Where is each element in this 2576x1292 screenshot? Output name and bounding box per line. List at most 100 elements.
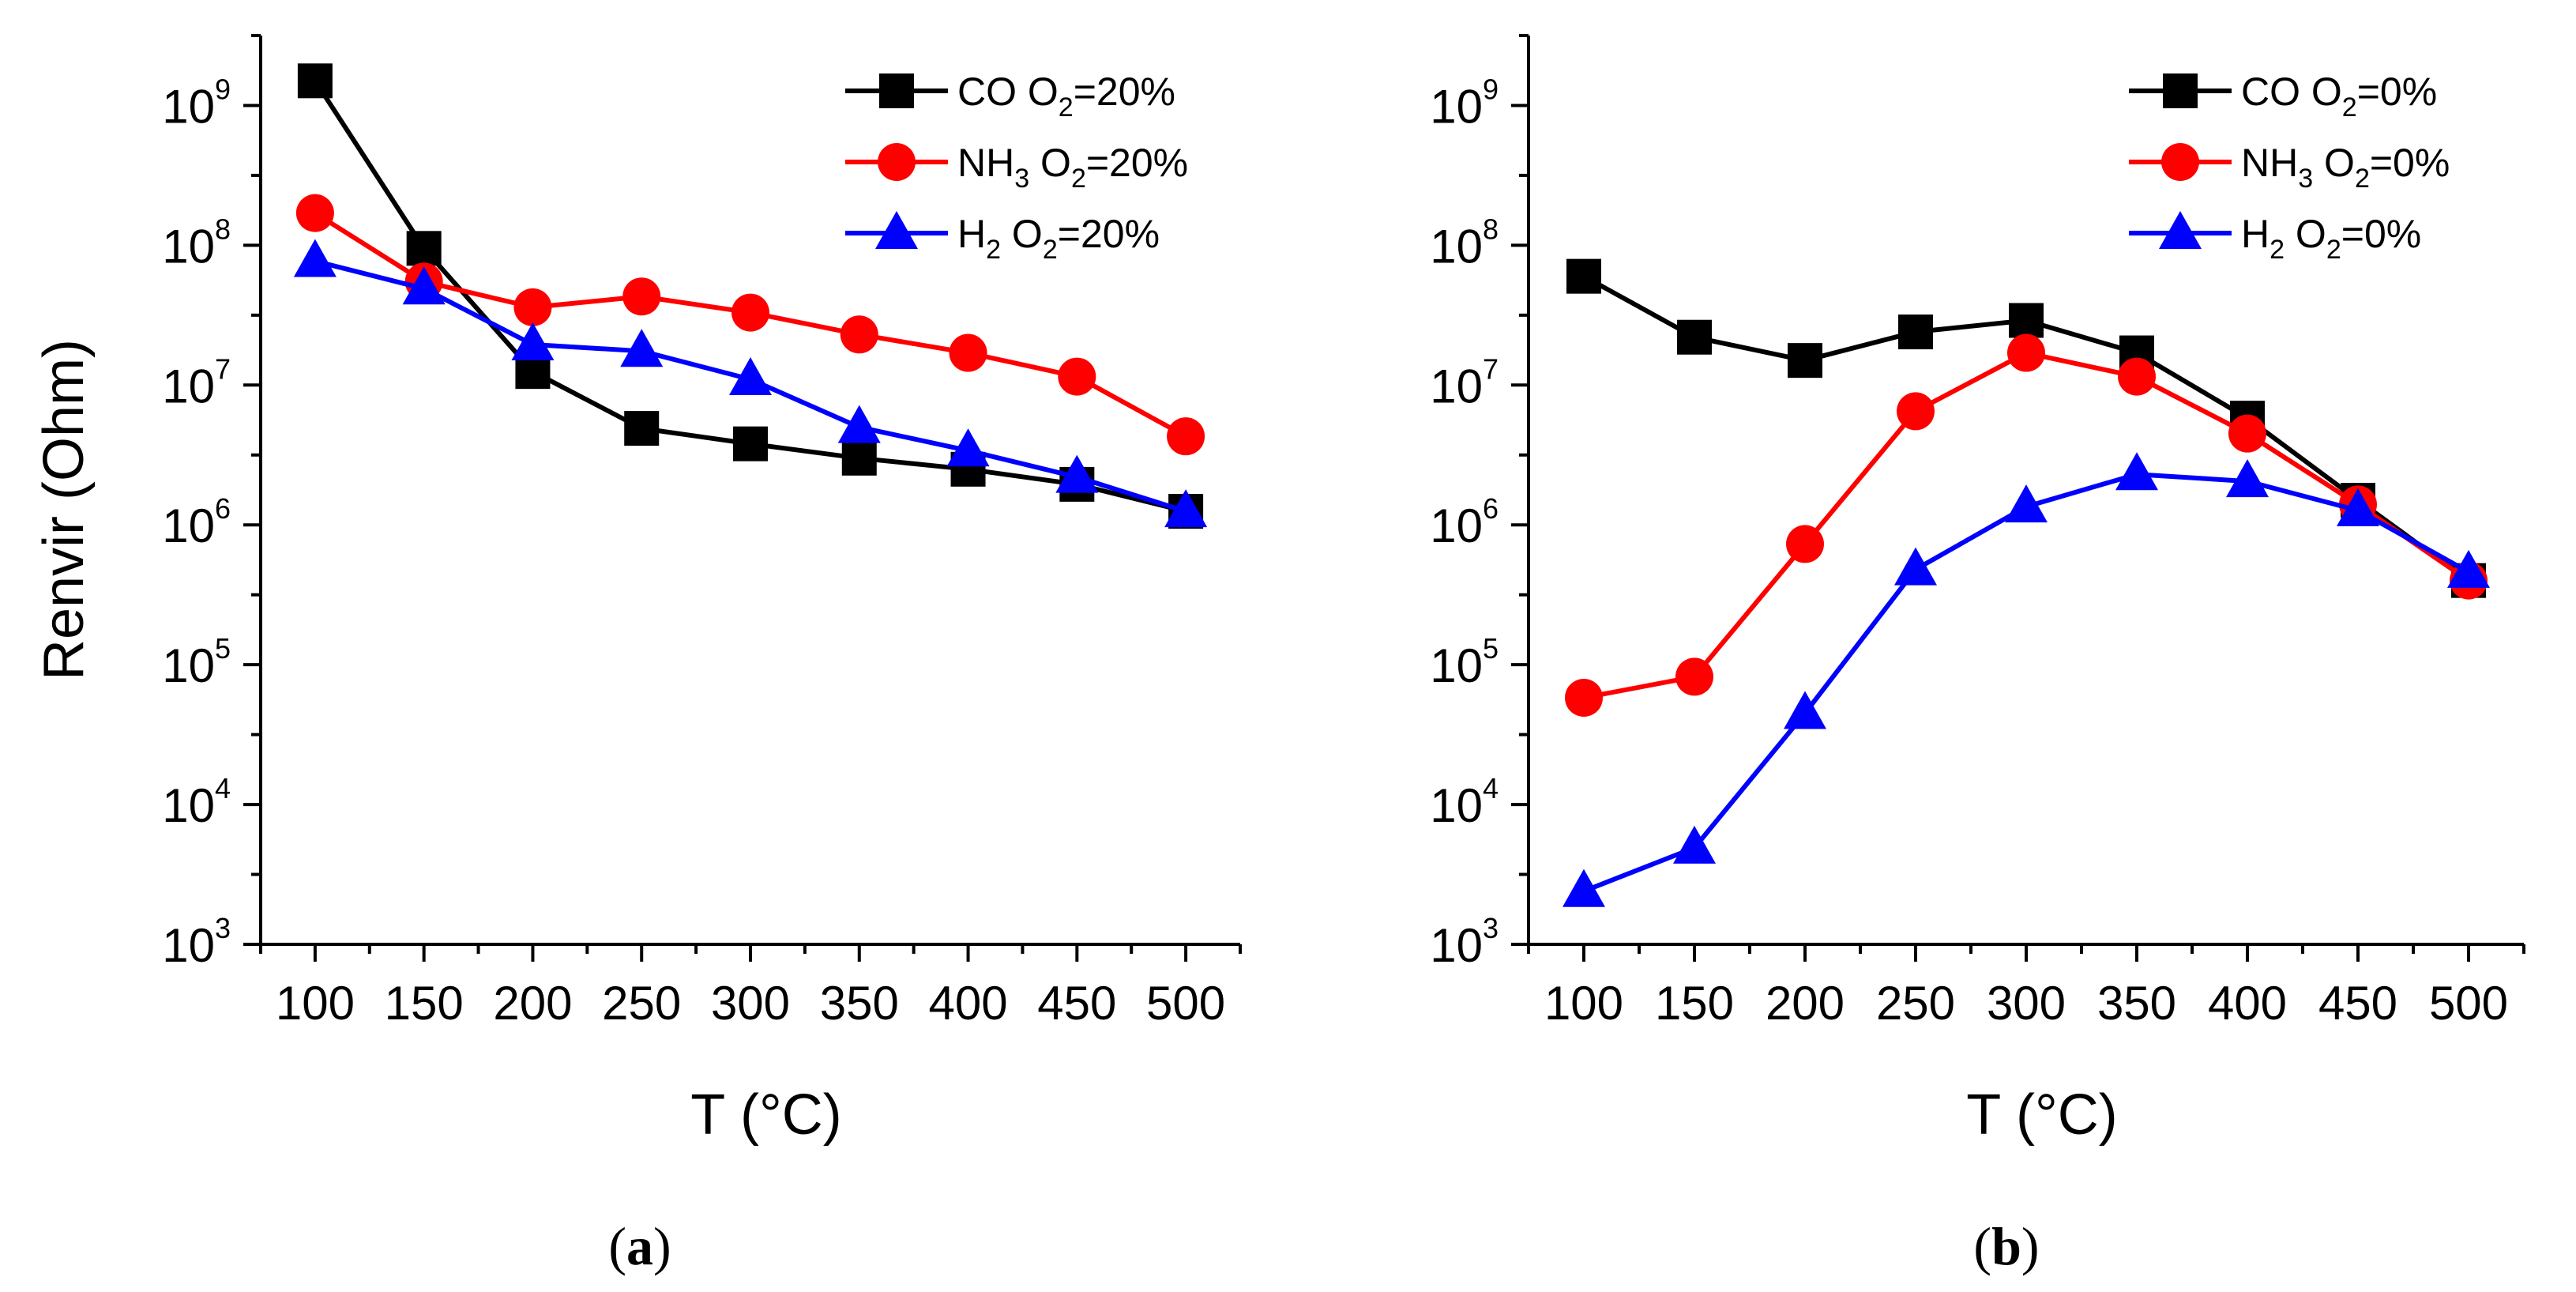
panel-b-data-point — [2337, 488, 2379, 526]
panel-b-x-tick-label: 250 — [1876, 977, 1955, 1030]
panel-a-y-tick-base: 10 — [162, 499, 215, 552]
panel-a-y-tick-exponent: 6 — [215, 492, 231, 525]
panel-b-data-point — [2226, 459, 2269, 498]
panel-a-data-point — [841, 440, 877, 476]
panel-a-data-point — [1058, 357, 1096, 396]
panel-b-legend-label: NH3 O2=0% — [2241, 141, 2450, 194]
panel-a-data-point — [837, 405, 881, 443]
panel-a-caption-letter: a — [626, 1216, 653, 1276]
panel-b-x-tick-label: 350 — [2097, 977, 2176, 1030]
panel-a-legend-label: CO O2=20% — [957, 70, 1175, 122]
panel-b-legend-label-rest: =0% — [2370, 141, 2450, 185]
panel-b-data-point — [1786, 525, 1824, 563]
panel-a-data-point — [513, 288, 552, 326]
panel-b-data-point — [2447, 549, 2490, 588]
panel-b-legend-entry: H2 O2=0% — [2129, 211, 2421, 265]
panel-b-series-triangle — [1563, 452, 2490, 907]
panel-b-x-axis-title: T (°C) — [1966, 1083, 2117, 1147]
panel-b-x-tick-label: 450 — [2318, 977, 2397, 1030]
panel-a-legend-marker — [878, 143, 916, 181]
panel-b-data-point — [1897, 392, 1935, 431]
panel-a-legend-label: H2 O2=20% — [957, 212, 1160, 265]
panel-a-legend-label-rest: =20% — [1086, 141, 1188, 185]
panel-b-data-point — [1565, 679, 1603, 718]
panel-b-y-tick-base: 10 — [1430, 919, 1483, 972]
panel-b-data-point — [2005, 484, 2048, 523]
panel-b-y-tick-base: 10 — [1430, 360, 1483, 412]
panel-b-data-point — [2228, 414, 2266, 453]
panel-a-x-tick-label: 500 — [1146, 977, 1225, 1030]
panel-a-data-point — [1164, 489, 1208, 528]
panel-a-legend-label-prefix-sub: 2 — [986, 235, 1001, 265]
panel-a-y-tick-base: 10 — [162, 919, 215, 972]
panel-a-legend-label-sub: 2 — [1043, 235, 1058, 265]
panel-b-x-tick-label: 300 — [1987, 977, 2066, 1030]
panel-b-legend-label-rest: =0% — [2341, 212, 2421, 256]
panel-a-data-point — [733, 426, 768, 461]
panel-a-x-tick-label: 100 — [276, 977, 355, 1030]
panel-b-data-point — [1563, 868, 1605, 907]
panel-b-data-point — [1898, 315, 1933, 350]
panel-a-data-point — [511, 322, 555, 360]
panel-a-x-tick-label: 200 — [493, 977, 572, 1030]
panel-b-x-tick-label: 200 — [1766, 977, 1845, 1030]
panel-b-x-tick-label: 150 — [1655, 977, 1734, 1030]
panel-b-data-point — [2007, 333, 2045, 372]
panel-a-data-point — [297, 63, 333, 99]
panel-a-legend-label-prefix: H — [957, 212, 986, 256]
panel-a-data-point — [1167, 417, 1205, 456]
panel-a-data-point — [295, 194, 334, 232]
panel-b-legend-label-sub: 2 — [2355, 164, 2370, 194]
panel-b-legend-label-prefix: NH — [2241, 141, 2298, 185]
panel-a-legend-marker — [879, 73, 914, 108]
panel-a-data-point — [840, 315, 878, 354]
panel-b-legend-label: H2 O2=0% — [2241, 212, 2421, 265]
panel-b-data-point — [1788, 343, 1822, 379]
panel-b-legend-label-prefix-sub: 2 — [2270, 235, 2285, 265]
panel-b-y-tick-exponent: 3 — [1483, 912, 1499, 944]
panel-b-legend-entry: CO O2=0% — [2129, 70, 2437, 122]
panel-b-legend-label-prefix-sub: 3 — [2298, 164, 2313, 194]
panel-b-legend-label-main: O — [2285, 212, 2326, 256]
panel-b-y-tick-exponent: 5 — [1483, 632, 1499, 665]
panel-a-legend-entry: H2 O2=20% — [845, 211, 1160, 265]
panel-b-x-tick-label: 500 — [2429, 977, 2508, 1030]
panel-b-data-point — [1784, 691, 1826, 729]
panel-a-data-point — [620, 329, 664, 367]
panel-a-y-tick-base: 10 — [162, 80, 215, 133]
panel-b-x-tick-label: 100 — [1544, 977, 1623, 1030]
panel-b-legend-marker — [2163, 73, 2198, 108]
panel-b-y-tick-exponent: 6 — [1483, 492, 1499, 525]
panel-a-data-point — [1055, 454, 1099, 493]
panel-a-data-point — [729, 356, 772, 395]
panel-b-y-tick-exponent: 8 — [1483, 213, 1499, 245]
panel-a-y-tick-exponent: 7 — [215, 352, 231, 385]
panel-b-y-tick-exponent: 7 — [1483, 352, 1499, 385]
panel-a-legend-label-sub: 2 — [1059, 92, 1074, 122]
panel-b-y-tick-label: 107 — [1430, 352, 1499, 412]
panel-b-legend-label-main: O — [2313, 141, 2355, 185]
panel-b-data-point — [1675, 657, 1713, 696]
panel-a-y-axis-title: Renvir (Ohm) — [32, 339, 96, 680]
panel-a-y-tick-base: 10 — [162, 639, 215, 692]
panel-a-data-point — [624, 411, 660, 446]
panel-b-y-tick-exponent: 9 — [1483, 73, 1499, 105]
panel-b-y-tick-label: 106 — [1430, 492, 1499, 552]
panel-b-legend-label-prefix: H — [2241, 212, 2270, 256]
panel-a-x-tick-label: 150 — [385, 977, 464, 1030]
panel-a-data-point — [622, 277, 661, 316]
panel-b-legend-label: CO O2=0% — [2241, 70, 2437, 122]
panel-a-y-tick-base: 10 — [162, 220, 215, 273]
panel-a-x-tick-label: 450 — [1037, 977, 1116, 1030]
panel-a-y-tick-label: 108 — [162, 213, 231, 273]
panel-a-legend-label-prefix-sub: 3 — [1014, 164, 1029, 194]
panel-a-legend-label-main: CO O — [957, 70, 1059, 114]
panel-b-y-tick-base: 10 — [1430, 80, 1483, 133]
panel-b-data-point — [1566, 258, 1601, 294]
panel-a-legend-marker — [875, 211, 918, 249]
panel-a-y-tick-label: 105 — [162, 632, 231, 692]
panel-a-y-tick-label: 104 — [162, 772, 231, 832]
